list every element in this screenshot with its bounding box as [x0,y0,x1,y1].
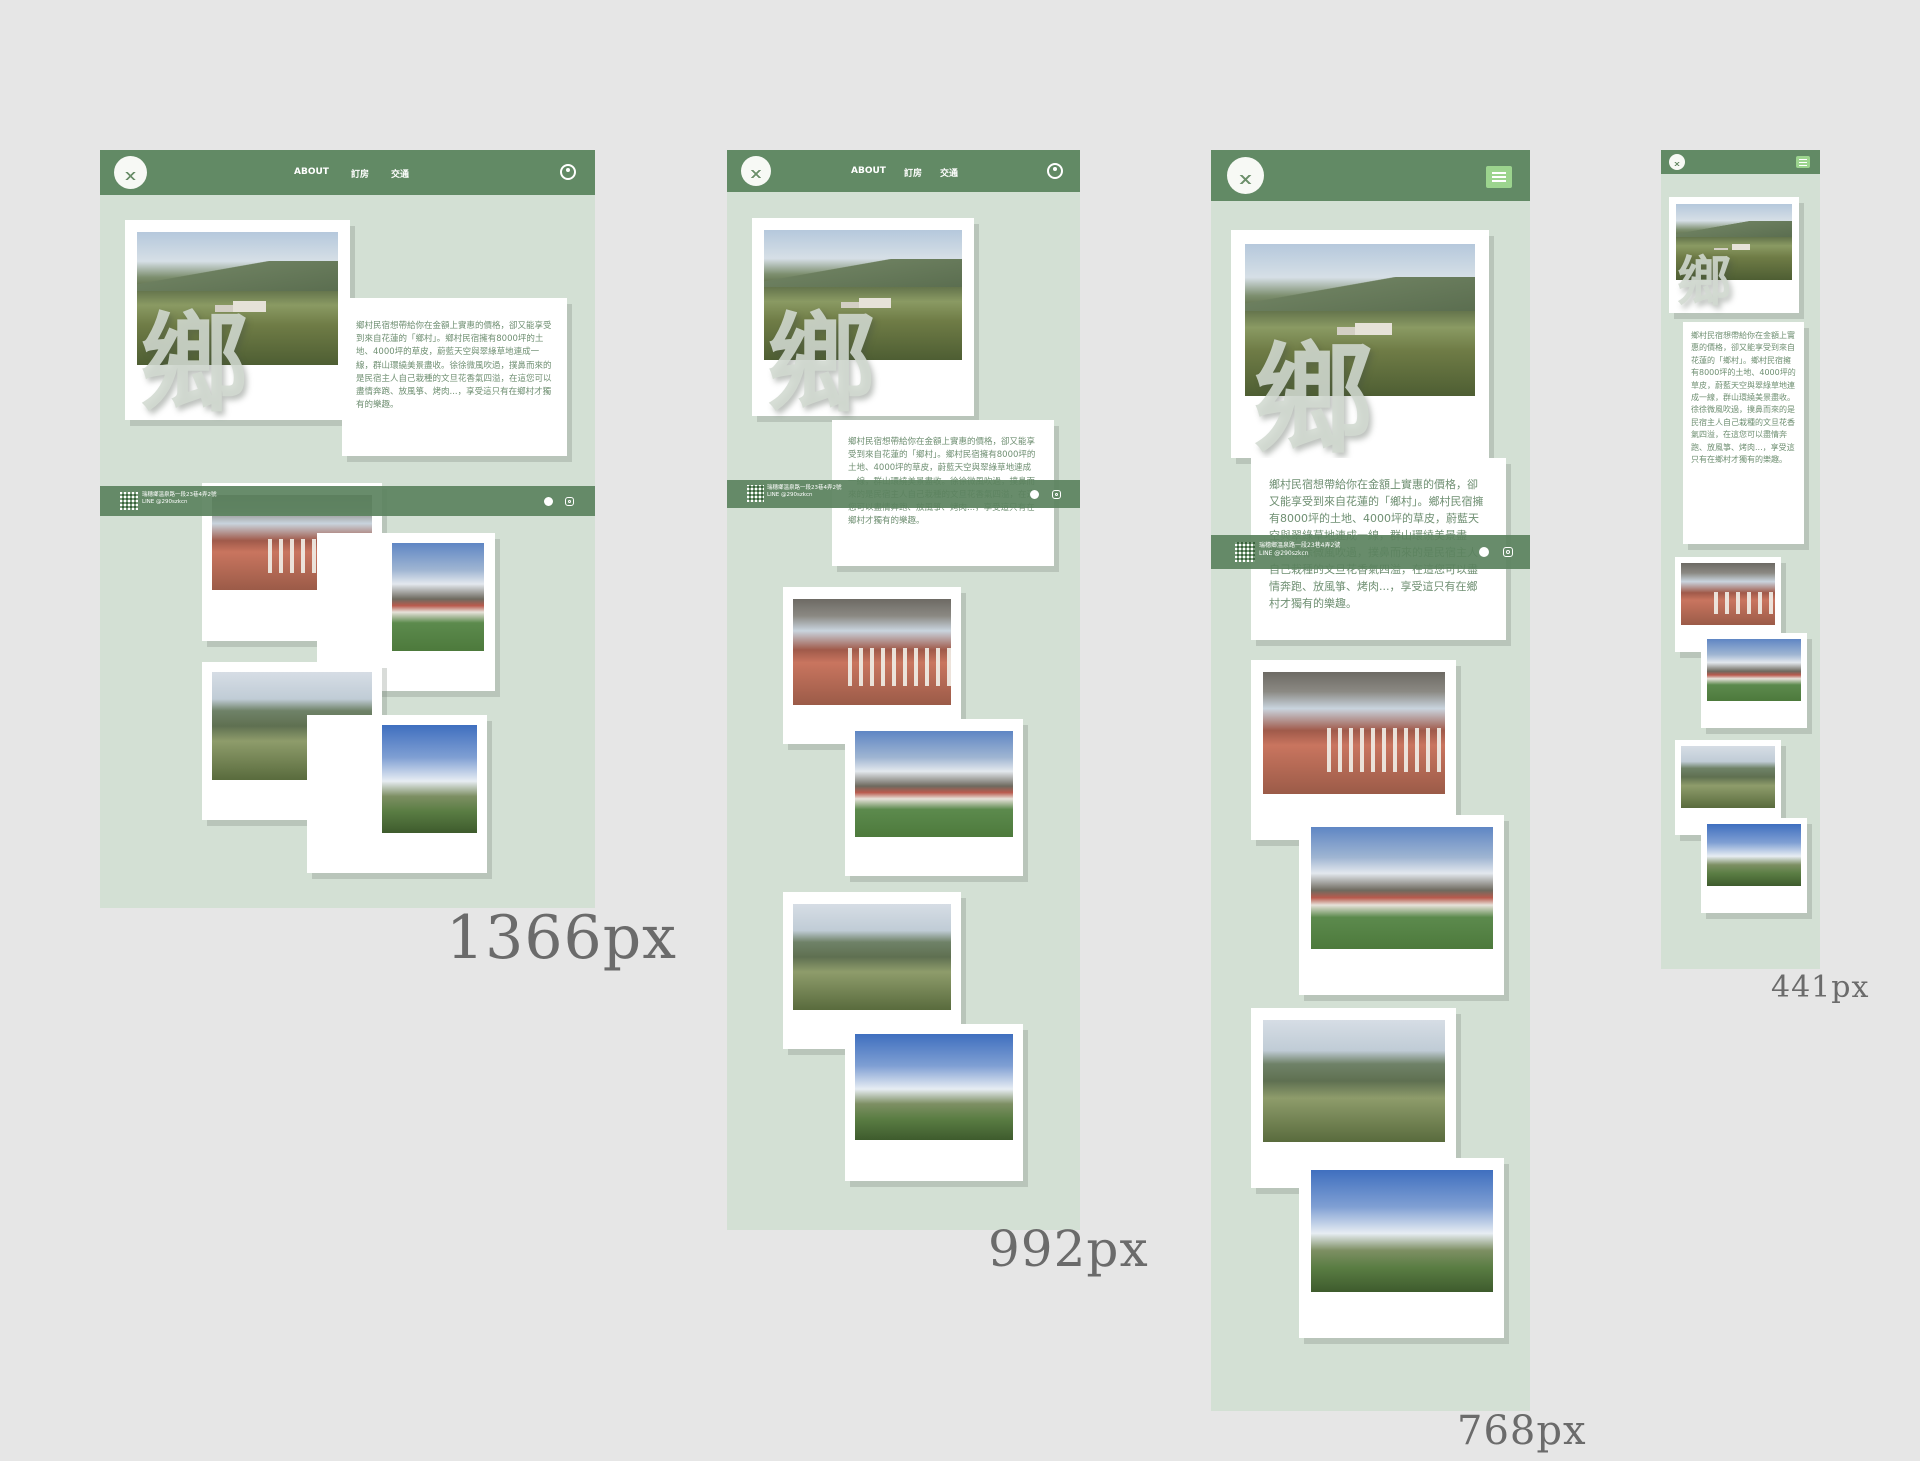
qr-code [1235,542,1255,562]
mountain-logo-icon[interactable] [1669,154,1685,170]
footer-address: 瑞穗鄉溫泉路一段23巷4弄2號 [767,485,842,491]
gallery-card-field [783,892,961,1049]
navbar [1211,150,1530,201]
nav-booking[interactable]: 訂房 [903,169,922,179]
gallery-card-sky [1701,818,1807,913]
gallery-card-house [1701,633,1807,728]
house-photo [1311,827,1493,949]
user-circle-icon[interactable] [1047,163,1063,179]
qr-code [747,485,764,502]
width-label-1366: 1366px [446,903,677,973]
intro-text-card: 鄉村民宿想帶給你在金額上實惠的價格，卻又能享受到來自花蓮的「鄉村」。鄉村民宿擁有… [342,298,567,456]
footer-bar: 瑞穗鄉溫泉路一段23巷4弄2號 LINE @290szkcn [727,480,1080,508]
nav-about[interactable]: ABOUT [851,166,886,176]
footer-bar: 瑞穗鄉溫泉路一段23巷4弄2號 LINE @290szkcn [100,486,595,516]
instagram-icon[interactable] [1052,490,1061,499]
mockup-768: 鄉 鄉村民宿想帶給你在金額上實惠的價格，卻又能享受到來自花蓮的「鄉村」。鄉村民宿… [1211,150,1530,1411]
gallery-card-house [1299,815,1504,995]
footer-address: 瑞穗鄉溫泉路一段23巷4弄2號 [1259,542,1341,549]
facebook-icon[interactable] [1030,490,1039,499]
sky-photo [1707,824,1801,886]
mountain-logo-icon[interactable] [741,156,771,186]
hero-photo [137,232,338,365]
field-photo [793,904,951,1010]
nav-transport[interactable]: 交通 [939,169,958,179]
footer-info: 瑞穗鄉溫泉路一段23巷4弄2號 LINE @290szkcn [1259,542,1340,558]
mockup-441: 鄉 鄉村民宿想帶給你在金額上實惠的價格，卻又能享受到來自花蓮的「鄉村」。鄉村民宿… [1661,150,1820,969]
mockup-992: ABOUT 訂房 交通 鄉 鄉村民宿想帶給你在金額上實惠的價格，卻又能享受到來自… [727,150,1080,1230]
intro-text-card: 鄉村民宿想帶給你在金額上實惠的價格，卻又能享受到來自花蓮的「鄉村」。鄉村民宿擁有… [1683,322,1804,544]
hero-photo-card [1231,230,1489,458]
facebook-icon[interactable] [544,497,553,506]
user-circle-icon[interactable] [560,164,576,180]
gallery-card-sky [1299,1158,1504,1338]
hero-photo-card [752,218,974,416]
width-label-768: 768px [1457,1408,1587,1454]
nav-booking[interactable]: 訂房 [350,170,369,180]
hero-photo-card [125,220,350,420]
house-photo [392,543,484,651]
nav-menu: ABOUT 訂房 交通 [851,166,958,179]
gallery-card-field [1675,740,1781,835]
house-photo [855,731,1013,837]
sky-photo [855,1034,1013,1140]
mockup-1366: ABOUT 訂房 交通 鄉 鄉村民宿想帶給你在金額上實惠的價格，卻又能享受到來自… [100,150,595,908]
house-photo [1707,639,1801,701]
porch-photo [793,599,951,705]
gallery-card-porch [783,587,961,744]
qr-code [120,492,138,510]
footer-line[interactable]: LINE @290szkcn [767,492,813,499]
sky-photo [382,725,477,833]
porch-photo [1263,672,1445,794]
gallery-card-sky [307,715,487,873]
intro-text: 鄉村民宿想帶給你在金額上實惠的價格，卻又能享受到來自花蓮的「鄉村」。鄉村民宿擁有… [356,321,552,411]
nav-transport[interactable]: 交通 [390,170,409,180]
footer-bar: 瑞穗鄉溫泉路一段23巷4弄2號 LINE @290szkcn [1211,535,1530,569]
width-label-441: 441px [1771,970,1870,1005]
gallery-card-house [845,719,1023,876]
footer-line[interactable]: LINE @290szkcn [1259,550,1309,558]
navbar [1661,150,1820,174]
field-photo [1681,746,1775,808]
navbar: ABOUT 訂房 交通 [100,150,595,195]
gallery-card-sky [845,1024,1023,1181]
facebook-icon[interactable] [1479,547,1489,557]
hero-photo-card [1669,197,1799,313]
footer-line[interactable]: LINE @290szkcn [142,499,188,506]
hero-photo [1245,244,1475,396]
footer-address: 瑞穗鄉溫泉路一段23巷4弄2號 [142,492,217,498]
footer-info: 瑞穗鄉溫泉路一段23巷4弄2號 LINE @290szkcn [767,485,842,500]
intro-text: 鄉村民宿想帶給你在金額上實惠的價格，卻又能享受到來自花蓮的「鄉村」。鄉村民宿擁有… [1691,331,1796,464]
mountain-logo-icon[interactable] [114,156,147,189]
hamburger-icon[interactable] [1796,156,1810,168]
footer-info: 瑞穗鄉溫泉路一段23巷4弄2號 LINE @290szkcn [142,492,217,507]
sky-photo [1311,1170,1493,1292]
navbar: ABOUT 訂房 交通 [727,150,1080,192]
nav-menu: ABOUT 訂房 交通 [294,167,409,180]
instagram-icon[interactable] [565,497,574,506]
width-label-992: 992px [988,1220,1149,1278]
hamburger-icon[interactable] [1486,166,1512,188]
instagram-icon[interactable] [1503,547,1513,557]
hero-photo [1676,204,1792,280]
mountain-logo-icon[interactable] [1227,157,1264,194]
gallery-card-porch [1251,660,1456,840]
porch-photo [1681,563,1775,625]
nav-about[interactable]: ABOUT [294,167,329,177]
hero-photo [764,230,962,360]
field-photo [1263,1020,1445,1142]
